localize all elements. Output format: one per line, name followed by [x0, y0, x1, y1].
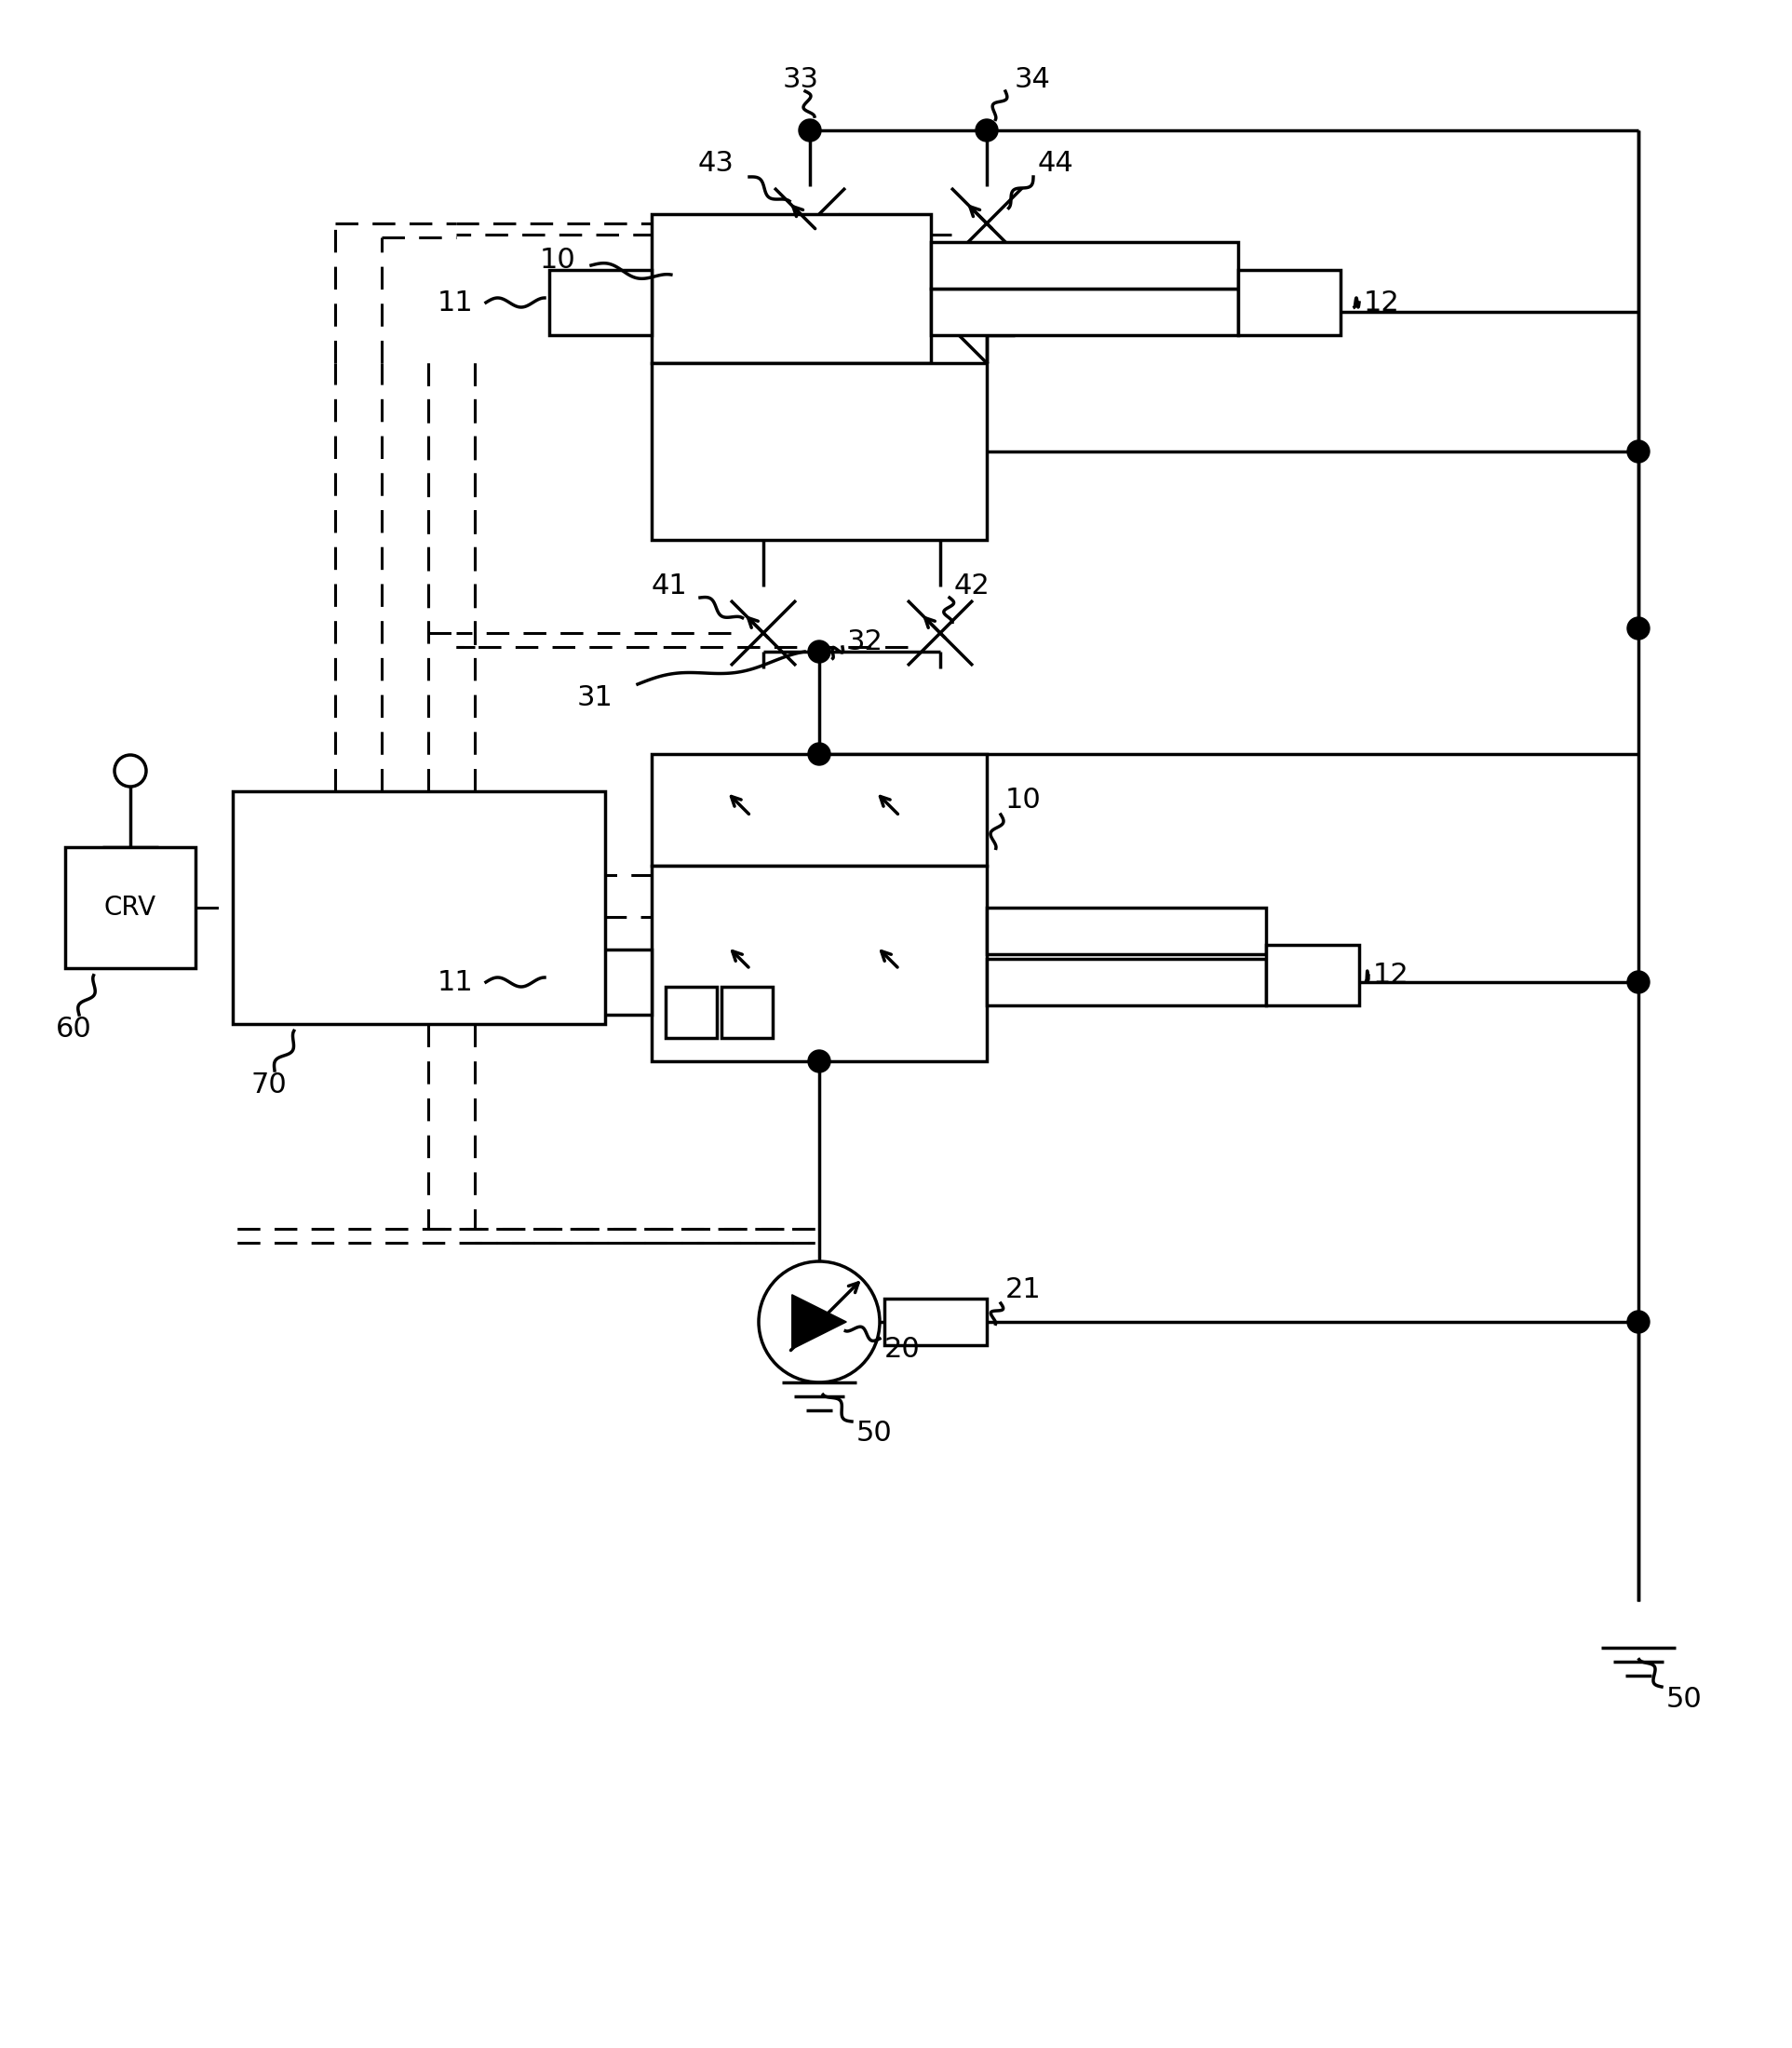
Bar	[930, 242, 1238, 289]
Text: 10: 10	[1005, 786, 1041, 813]
Text: 32: 32	[848, 629, 883, 655]
Bar	[987, 958, 1265, 1006]
Circle shape	[808, 641, 830, 664]
Text: 70: 70	[251, 1071, 287, 1098]
Bar	[233, 791, 606, 1024]
Text: 12: 12	[1373, 963, 1409, 989]
Bar	[1238, 270, 1340, 336]
Polygon shape	[792, 1294, 846, 1350]
Bar	[652, 866, 987, 1061]
Text: 50: 50	[857, 1419, 892, 1448]
Bar	[1265, 944, 1358, 1006]
Circle shape	[808, 743, 830, 766]
Text: 34: 34	[1014, 66, 1050, 92]
Text: 21: 21	[1005, 1276, 1041, 1303]
Text: 60: 60	[56, 1016, 91, 1042]
Text: 11: 11	[437, 289, 473, 315]
Text: 42: 42	[953, 573, 991, 600]
Bar	[65, 848, 195, 969]
Text: 43: 43	[699, 150, 735, 176]
Circle shape	[808, 1051, 830, 1073]
Text: 20: 20	[885, 1337, 921, 1364]
Bar	[652, 362, 987, 541]
Text: 11: 11	[437, 969, 473, 995]
Circle shape	[799, 119, 821, 141]
Text: 44: 44	[1038, 150, 1073, 176]
Text: 10: 10	[539, 248, 575, 274]
Circle shape	[1627, 971, 1650, 993]
Bar	[987, 907, 1265, 954]
Bar	[652, 215, 930, 362]
Circle shape	[1627, 440, 1650, 463]
Bar	[885, 1298, 987, 1346]
Bar	[652, 754, 987, 866]
Bar	[548, 270, 652, 336]
Bar	[548, 950, 652, 1014]
Circle shape	[1627, 1311, 1650, 1333]
Text: CRV: CRV	[104, 895, 156, 922]
Text: 33: 33	[783, 66, 819, 92]
Circle shape	[1627, 616, 1650, 639]
Bar	[722, 987, 772, 1038]
Text: 12: 12	[1364, 289, 1400, 315]
Text: 50: 50	[1667, 1686, 1702, 1712]
Bar	[930, 289, 1238, 336]
Text: 41: 41	[652, 573, 688, 600]
Bar	[665, 987, 717, 1038]
Text: 31: 31	[577, 684, 613, 713]
Circle shape	[975, 119, 998, 141]
